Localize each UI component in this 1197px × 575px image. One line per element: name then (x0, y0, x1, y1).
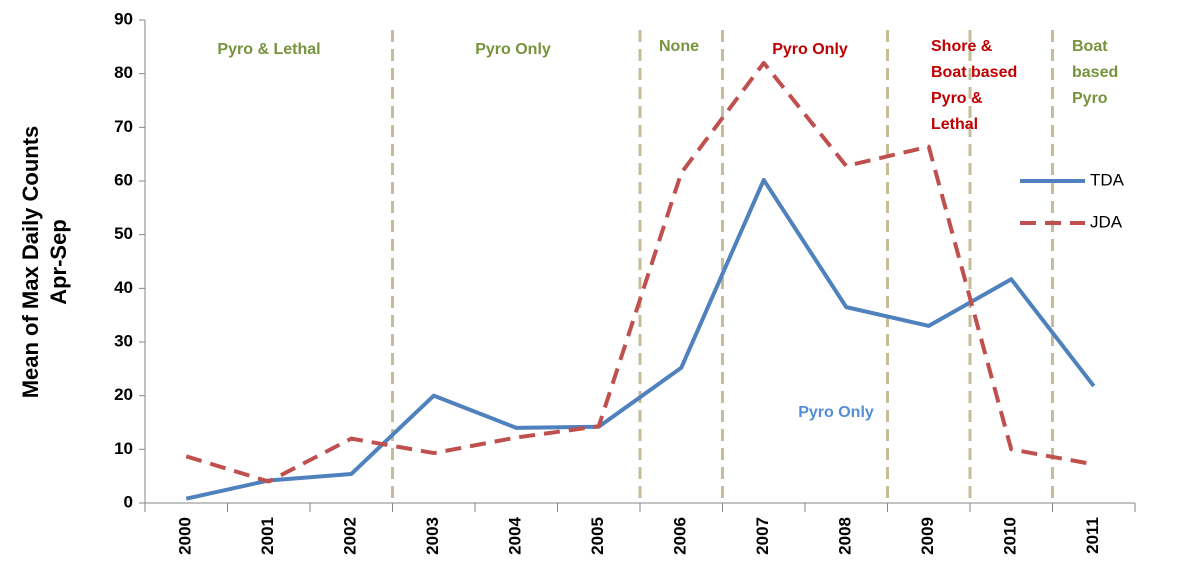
y-tick-label: 80 (114, 63, 133, 82)
y-tick-label: 40 (114, 278, 133, 297)
annotation: Pyro & (931, 90, 983, 107)
legend-label: TDA (1090, 170, 1125, 189)
x-tick-label: 2003 (423, 517, 442, 555)
x-tick-label: 2004 (506, 516, 525, 554)
annotation: Pyro Only (772, 41, 848, 58)
annotation: Pyro (1072, 90, 1108, 107)
annotation: Pyro & Lethal (217, 41, 320, 58)
x-tick-label: 2007 (753, 517, 772, 555)
y-axis-title: Mean of Max Daily Counts Apr-Sep (18, 126, 71, 399)
annotation: Boat based (931, 64, 1017, 81)
y-tick-label: 90 (114, 9, 133, 28)
y-tick-label: 0 (124, 492, 133, 511)
x-tick-label: 2011 (1083, 517, 1102, 554)
x-tick-label: 2000 (176, 517, 195, 555)
y-axis-title-line: Apr-Sep (46, 219, 71, 305)
x-tick-label: 2001 (258, 517, 277, 555)
annotation: Pyro Only (475, 41, 551, 58)
y-tick-label: 50 (114, 224, 133, 243)
x-tick-label: 2010 (1001, 517, 1020, 555)
annotation: based (1072, 64, 1118, 81)
y-tick-label: 60 (114, 170, 133, 189)
y-tick-label: 30 (114, 331, 133, 350)
series-line (185, 60, 1095, 484)
series-line (185, 177, 1096, 501)
y-axis-title-line: Mean of Max Daily Counts (18, 126, 43, 399)
x-tick-label: 2005 (588, 517, 607, 555)
x-tick-label: 2002 (341, 517, 360, 555)
annotation: None (659, 38, 699, 55)
annotation: Boat (1072, 38, 1108, 55)
legend-label: JDA (1090, 212, 1123, 231)
x-tick-label: 2006 (671, 517, 690, 555)
y-tick-label: 10 (114, 439, 133, 458)
annotation: Pyro Only (798, 404, 874, 421)
x-tick-label: 2009 (918, 517, 937, 555)
annotation: Shore & (931, 38, 993, 55)
y-tick-label: 20 (114, 385, 133, 404)
annotation: Lethal (931, 116, 978, 133)
x-tick-label: 2008 (836, 517, 855, 555)
y-tick-label: 70 (114, 117, 133, 136)
